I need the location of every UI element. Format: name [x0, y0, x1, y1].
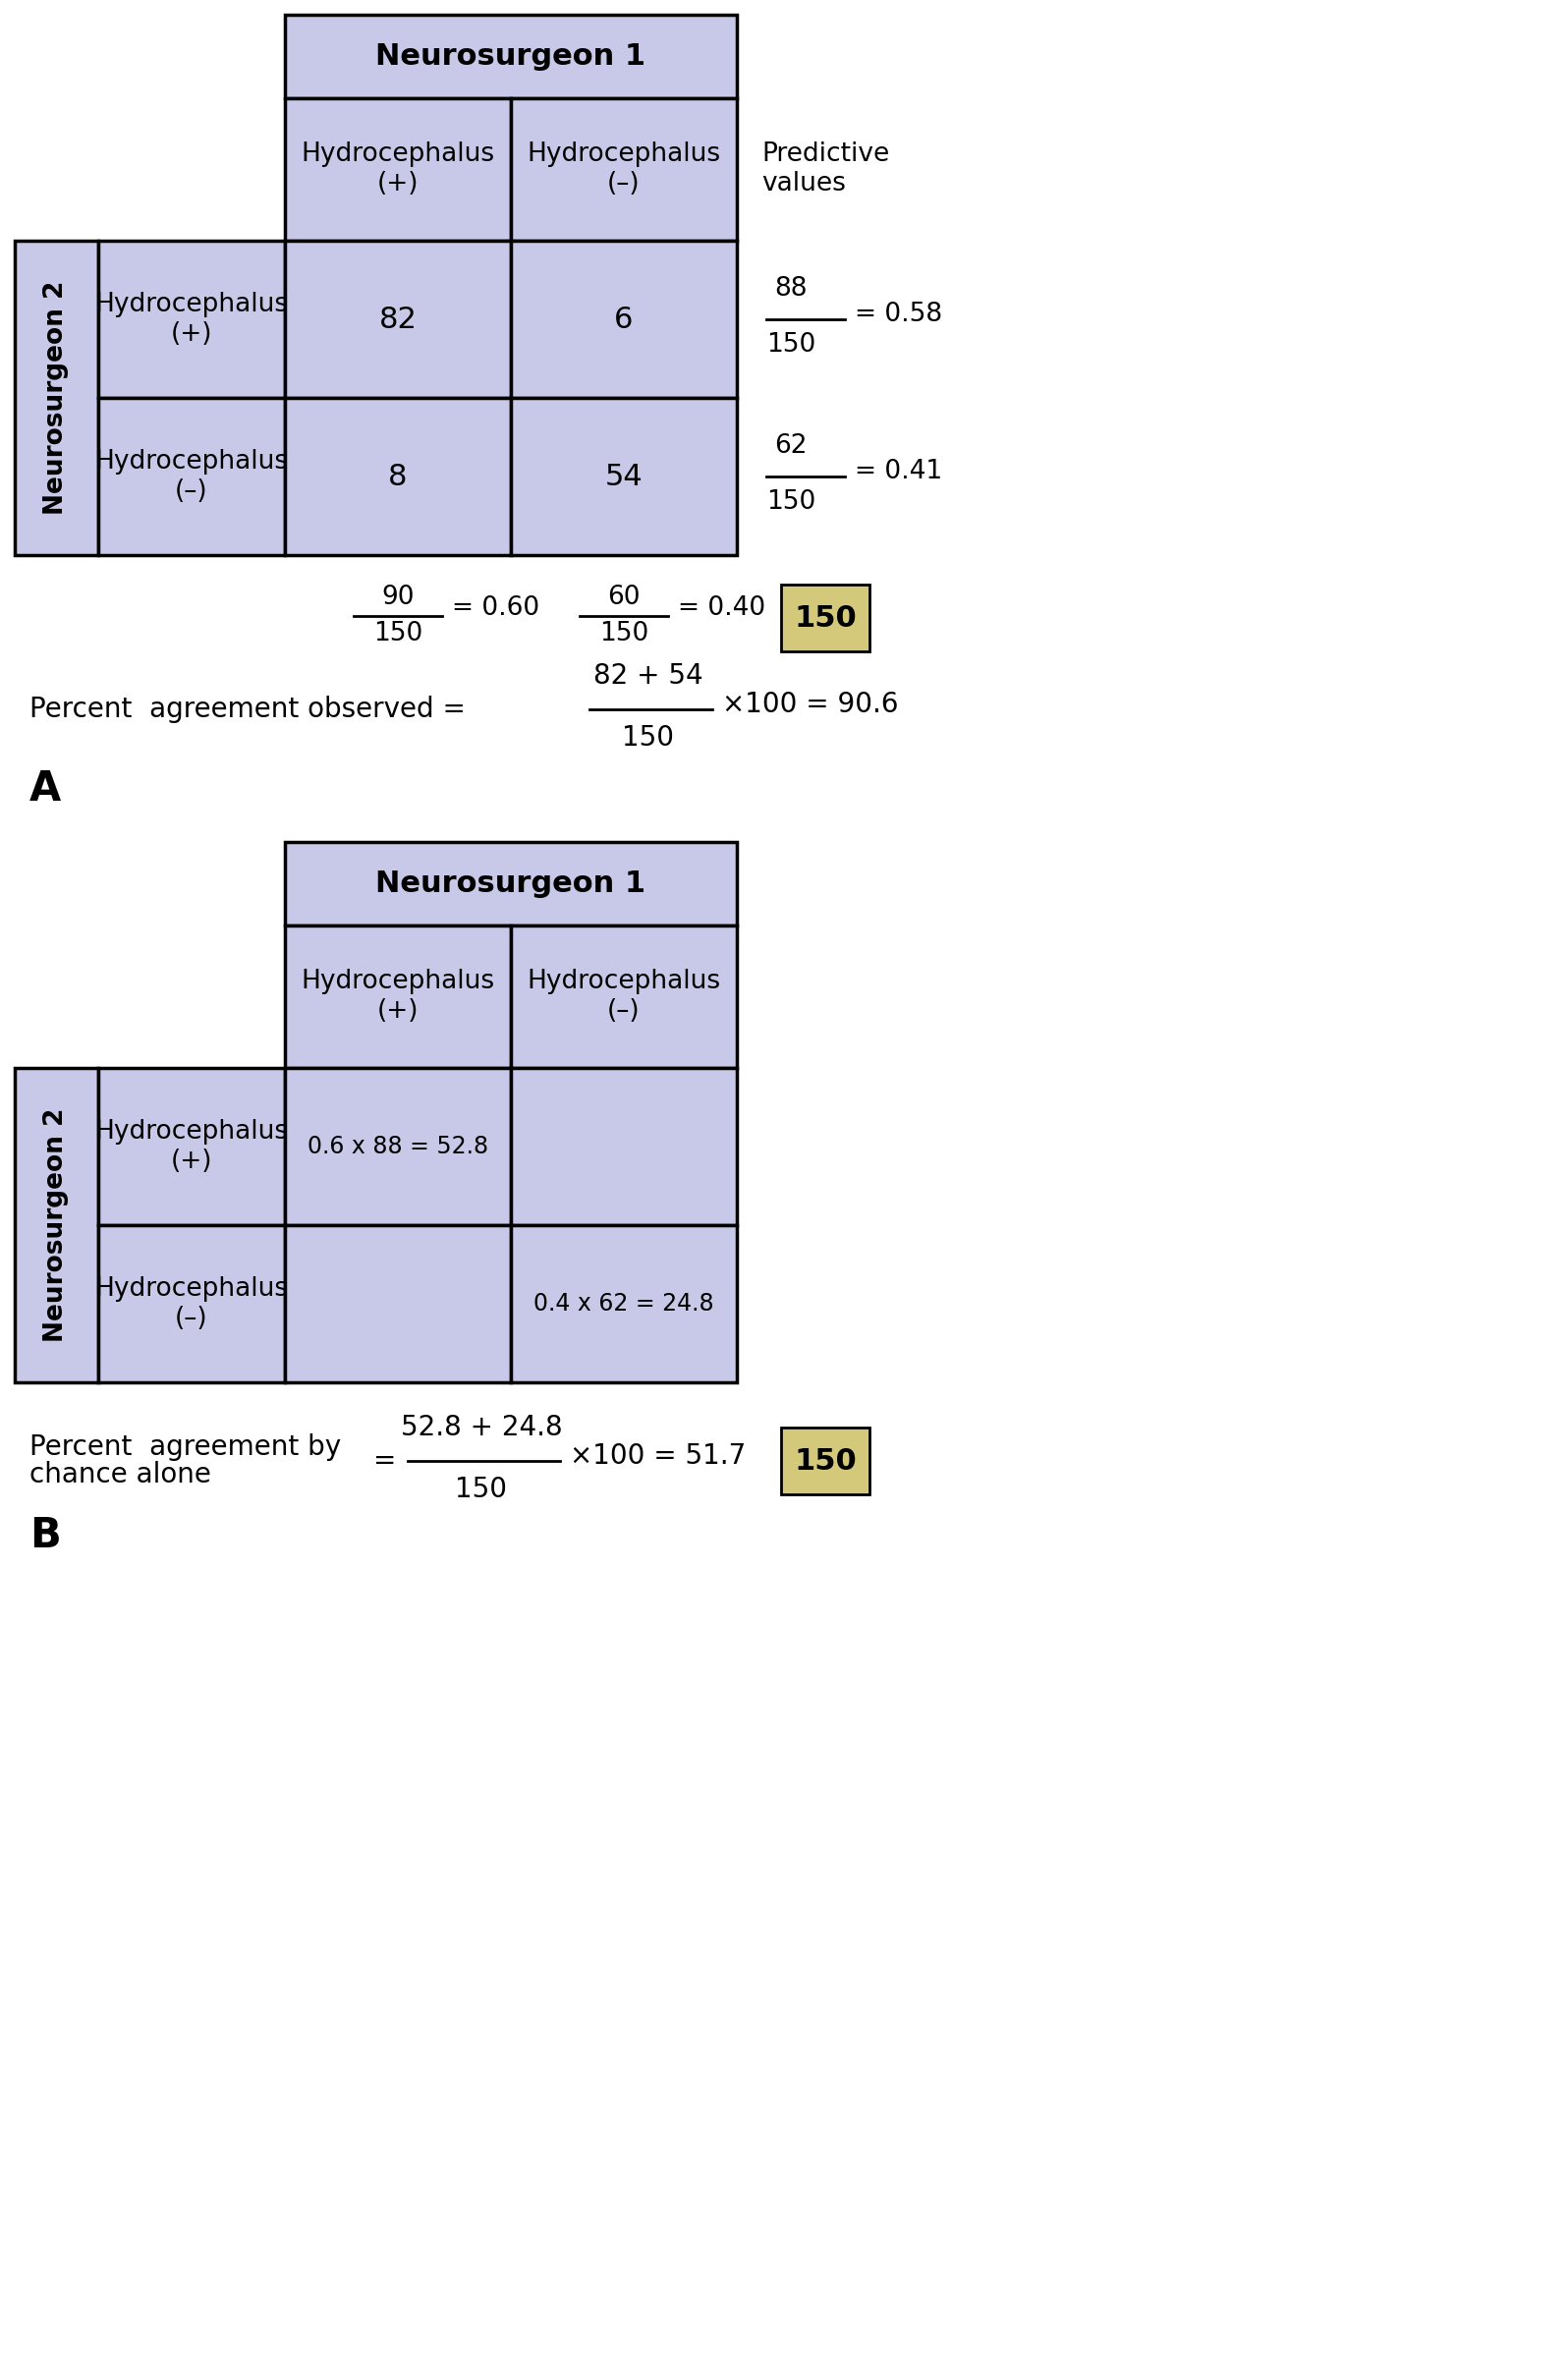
- Bar: [511, 1224, 737, 1382]
- Bar: [99, 240, 285, 398]
- Text: ×100 = 90.6: ×100 = 90.6: [723, 690, 898, 718]
- Bar: [511, 1069, 737, 1224]
- Text: 90: 90: [381, 584, 414, 610]
- Text: 0.4 x 62 = 24.8: 0.4 x 62 = 24.8: [533, 1292, 713, 1316]
- Text: Neurosurgeon 2: Neurosurgeon 2: [44, 280, 69, 516]
- Text: Neurosurgeon 2: Neurosurgeon 2: [44, 1109, 69, 1342]
- Bar: [285, 99, 511, 240]
- Bar: [781, 584, 870, 652]
- Bar: [511, 99, 737, 240]
- Text: 150: 150: [599, 621, 649, 647]
- Text: 88: 88: [775, 275, 808, 301]
- Text: 60: 60: [607, 584, 640, 610]
- Text: Hydrocephalus
(–): Hydrocephalus (–): [527, 141, 721, 198]
- Bar: [14, 240, 99, 556]
- Text: Hydrocephalus
(–): Hydrocephalus (–): [94, 450, 289, 504]
- Text: Hydrocephalus
(+): Hydrocephalus (+): [301, 141, 495, 198]
- Bar: [285, 398, 511, 556]
- Text: ×100 = 51.7: ×100 = 51.7: [569, 1443, 746, 1469]
- Text: = 0.40: = 0.40: [677, 596, 765, 621]
- Text: 150: 150: [793, 1448, 856, 1476]
- Text: Percent  agreement observed =: Percent agreement observed =: [30, 694, 466, 723]
- Text: 150: 150: [622, 725, 674, 751]
- Bar: [285, 843, 737, 925]
- Text: Neurosurgeon 1: Neurosurgeon 1: [376, 869, 646, 897]
- Bar: [285, 1069, 511, 1224]
- Text: Hydrocephalus
(+): Hydrocephalus (+): [94, 1118, 289, 1175]
- Text: 150: 150: [373, 621, 423, 647]
- Text: Percent  agreement by: Percent agreement by: [30, 1434, 340, 1462]
- Bar: [285, 240, 511, 398]
- Bar: [14, 1069, 99, 1382]
- Text: B: B: [30, 1516, 61, 1556]
- Bar: [511, 240, 737, 398]
- Text: Hydrocephalus
(–): Hydrocephalus (–): [94, 1276, 289, 1332]
- Text: 52.8 + 24.8: 52.8 + 24.8: [400, 1415, 563, 1441]
- Bar: [285, 1224, 511, 1382]
- Text: 8: 8: [389, 461, 408, 490]
- Text: 150: 150: [767, 490, 815, 516]
- Text: 0.6 x 88 = 52.8: 0.6 x 88 = 52.8: [307, 1135, 488, 1158]
- Text: Predictive
values: Predictive values: [762, 141, 889, 198]
- Text: Neurosurgeon 1: Neurosurgeon 1: [376, 42, 646, 71]
- Text: Hydrocephalus
(+): Hydrocephalus (+): [301, 970, 495, 1024]
- Text: 150: 150: [793, 603, 856, 633]
- Text: = 0.60: = 0.60: [452, 596, 539, 621]
- Text: 62: 62: [775, 433, 808, 459]
- Text: 82: 82: [379, 306, 417, 334]
- Bar: [285, 925, 511, 1069]
- Text: A: A: [30, 767, 61, 810]
- Text: Hydrocephalus
(–): Hydrocephalus (–): [527, 970, 721, 1024]
- Bar: [285, 14, 737, 99]
- Text: chance alone: chance alone: [30, 1462, 212, 1488]
- Bar: [781, 1427, 870, 1495]
- Bar: [99, 1224, 285, 1382]
- Bar: [99, 1069, 285, 1224]
- Text: = 0.41: = 0.41: [855, 459, 942, 485]
- Text: 54: 54: [605, 461, 643, 490]
- Text: =: =: [373, 1448, 397, 1474]
- Text: Hydrocephalus
(+): Hydrocephalus (+): [94, 292, 289, 346]
- Text: 150: 150: [767, 332, 815, 358]
- Bar: [99, 398, 285, 556]
- Bar: [511, 925, 737, 1069]
- Text: 82 + 54: 82 + 54: [594, 661, 704, 690]
- Text: = 0.58: = 0.58: [855, 301, 942, 327]
- Text: 150: 150: [455, 1476, 508, 1504]
- Bar: [511, 398, 737, 556]
- Text: 6: 6: [615, 306, 633, 334]
